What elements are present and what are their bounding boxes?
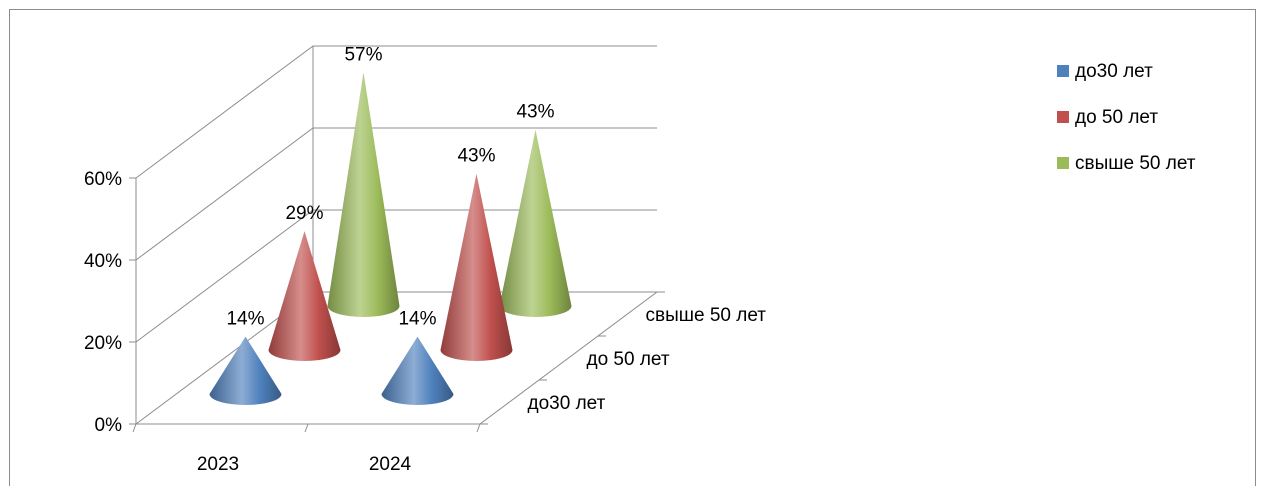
y-tick-label: 40% [84, 251, 122, 272]
legend-label: до 50 лет [1075, 107, 1158, 128]
cone-body [268, 231, 341, 361]
data-label: 14% [398, 309, 436, 330]
gridline [135, 45, 657, 179]
cone-body [440, 173, 513, 362]
cone-до30-лет-2023 [209, 336, 282, 406]
x-tick-label: 2023 [197, 454, 239, 475]
y-tick-label: 20% [84, 333, 122, 354]
cone-body [381, 336, 454, 406]
data-label: 29% [285, 203, 323, 224]
data-labels: 14% 14% 29% 43% 57% 43% [226, 44, 554, 329]
cone-свыше-50-лет-2023 [327, 72, 400, 317]
data-label: 57% [344, 44, 382, 65]
gridline [135, 127, 657, 261]
cone-свыше-50-лет-2024 [499, 129, 572, 317]
depth-tick-label: свыше 50 лет [646, 305, 767, 326]
legend-swatch [1057, 65, 1069, 77]
chart-frame [9, 9, 1256, 486]
legend: до30 лет до 50 лет свыше 50 лет [1057, 61, 1196, 174]
legend-item: свыше 50 лет [1057, 153, 1196, 174]
x-tick-mark [132, 423, 137, 433]
y-axis-ticks: 0% 20% 40% 60% [84, 169, 136, 436]
cone-body [327, 72, 400, 317]
gridline [135, 209, 657, 343]
depth-axis-labels: до30 лет до 50 лет свыше 50 лет [480, 291, 767, 425]
chart-walls [135, 45, 658, 425]
cone-body [499, 129, 572, 317]
legend-label: свыше 50 лет [1075, 153, 1196, 174]
data-label: 43% [457, 146, 495, 167]
legend-swatch [1057, 111, 1069, 123]
y-tick-label: 0% [95, 415, 123, 436]
depth-tick-label: до30 лет [528, 393, 606, 414]
data-label: 43% [516, 102, 554, 123]
cone-body [209, 336, 282, 406]
x-tick-mark [304, 423, 309, 433]
cone-до-50-лет-2024 [440, 173, 513, 362]
legend-item: до30 лет [1057, 61, 1153, 82]
y-tick-label: 60% [84, 169, 122, 190]
x-tick-mark [476, 423, 481, 433]
legend-item: до 50 лет [1057, 107, 1158, 128]
cone-до-50-лет-2023 [268, 231, 341, 361]
legend-label: до30 лет [1075, 61, 1153, 82]
cone-до30-лет-2024 [381, 336, 454, 406]
x-tick-label: 2024 [369, 454, 412, 475]
cone-series [209, 72, 572, 406]
legend-swatch [1057, 157, 1069, 169]
x-axis-labels: 2023 2024 [132, 423, 481, 475]
data-label: 14% [226, 309, 264, 330]
depth-tick-label: до 50 лет [587, 349, 670, 370]
